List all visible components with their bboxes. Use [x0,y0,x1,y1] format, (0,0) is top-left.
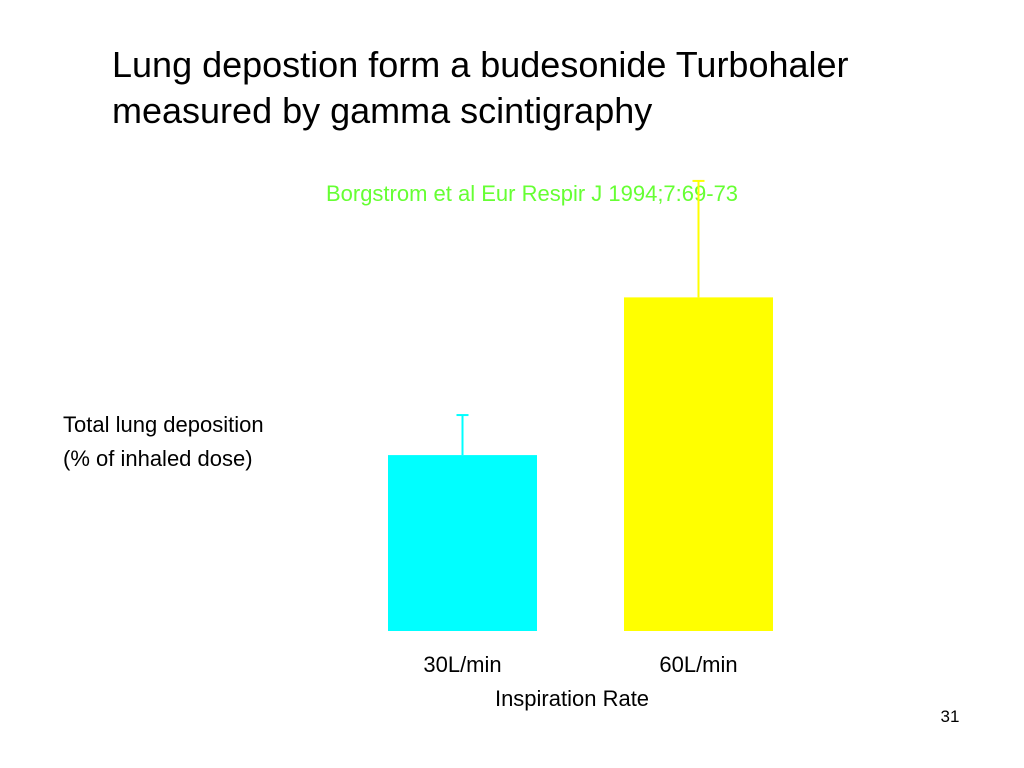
citation: Borgstrom et al Eur Respir J 1994;7:69-7… [325,181,739,206]
slide-title-line-2: measured by gamma scintigraphy [112,90,653,131]
y-axis-label-line-1: Total lung deposition [63,412,264,437]
page-number: 31 [940,707,960,726]
category-label-60: 60L/min [659,652,738,677]
slide-title-line-1: Lung depostion form a budesonide Turboha… [112,44,849,85]
bar-30 [388,455,537,631]
x-axis-label: Inspiration Rate [494,686,650,711]
bar-60 [624,297,773,631]
category-label-30: 30L/min [423,652,502,677]
y-axis-label-line-2: (% of inhaled dose) [63,446,253,471]
y-axis-label: Total lung deposition (% of inhaled dose… [63,408,264,476]
slide-title: Lung depostion form a budesonide Turboha… [112,42,992,134]
